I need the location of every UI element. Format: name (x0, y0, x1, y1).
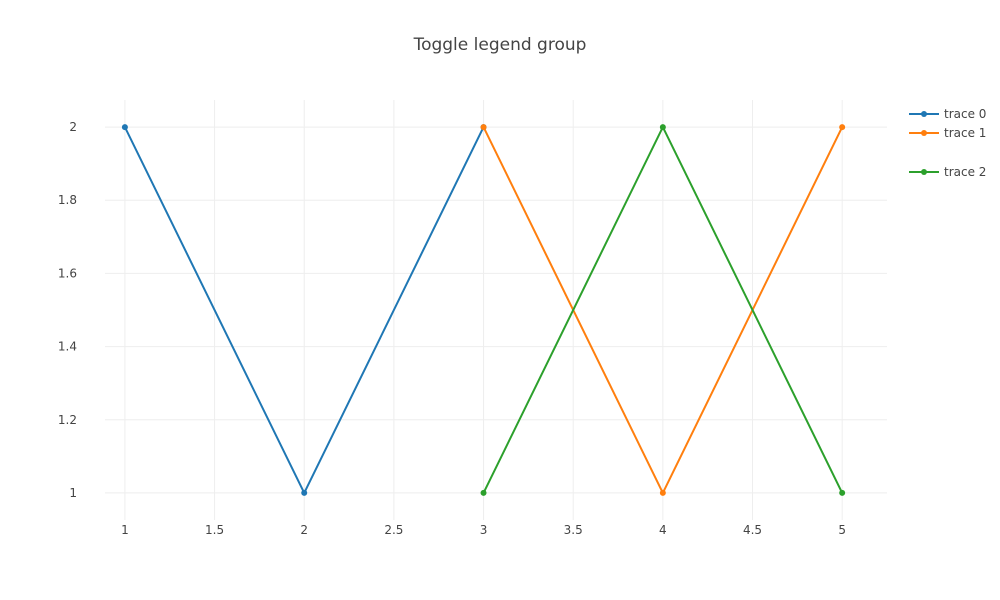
data-point (480, 489, 487, 496)
legend-item[interactable]: trace 1 (909, 126, 986, 140)
data-point (659, 124, 666, 131)
y-tick-label: 1.6 (58, 266, 77, 280)
x-tick-label: 1 (121, 523, 129, 537)
x-tick-label: 4.5 (743, 523, 762, 537)
y-tick-label: 1.8 (58, 193, 77, 207)
x-tick-label: 3 (480, 523, 488, 537)
legend-item[interactable]: trace 2 (909, 165, 986, 179)
data-point (121, 124, 128, 131)
x-tick-label: 3.5 (564, 523, 583, 537)
x-tick-label: 1.5 (205, 523, 224, 537)
data-point (839, 489, 846, 496)
legend-label: trace 2 (944, 165, 986, 179)
x-tick-label: 2.5 (384, 523, 403, 537)
data-point (480, 124, 487, 131)
grid-lines (105, 100, 887, 520)
legend-label: trace 1 (944, 126, 986, 140)
chart-title: Toggle legend group (413, 35, 587, 55)
legend[interactable]: trace 0 trace 1 trace 2 (909, 107, 986, 179)
data-point (301, 489, 308, 496)
axis-ticks: 1 1.5 2 2.5 3 3.5 4 4.5 5 1 1.2 1.4 1.6 1.8 2 (58, 120, 846, 537)
series-1 (480, 124, 846, 496)
legend-marker-icon (921, 169, 927, 175)
y-tick-label: 1.2 (58, 413, 77, 427)
x-tick-label: 5 (838, 523, 846, 537)
x-tick-label: 2 (300, 523, 308, 537)
series-2 (480, 124, 846, 496)
x-tick-label: 4 (659, 523, 667, 537)
legend-item[interactable]: trace 0 (909, 107, 986, 121)
legend-label: trace 0 (944, 107, 986, 121)
data-point (839, 124, 846, 131)
y-tick-label: 2 (69, 120, 77, 134)
y-tick-label: 1.4 (58, 340, 77, 354)
series-layer (121, 124, 846, 496)
legend-marker-icon (921, 130, 927, 136)
y-tick-label: 1 (69, 486, 77, 500)
legend-marker-icon (921, 111, 927, 117)
data-point (659, 489, 666, 496)
